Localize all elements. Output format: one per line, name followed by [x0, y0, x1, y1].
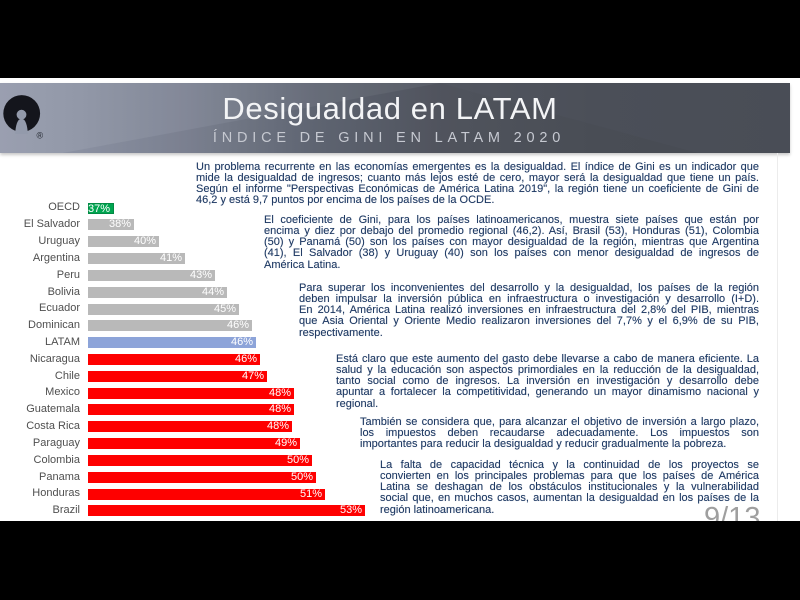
svg-text:®: ®: [37, 131, 44, 141]
